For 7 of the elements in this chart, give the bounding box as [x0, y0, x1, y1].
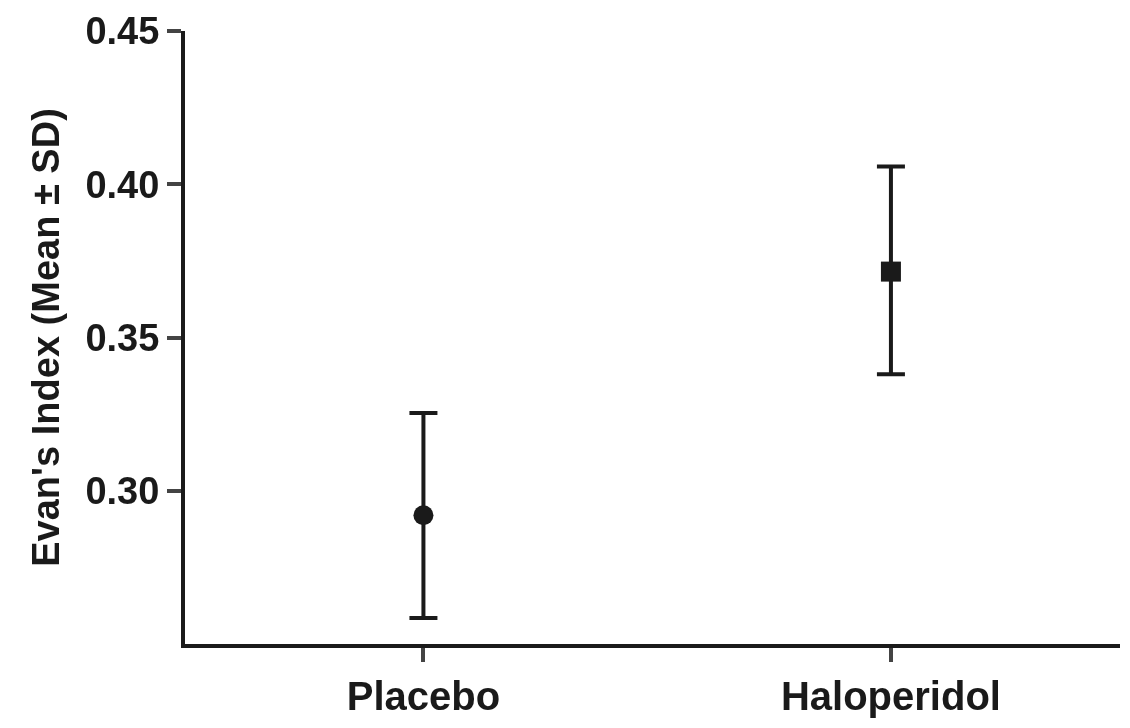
y-axis-title: Evan's Index (Mean ± SD) [25, 108, 68, 567]
y-tick-label: 0.40 [85, 163, 160, 206]
y-tick-label: 0.30 [85, 470, 160, 513]
y-tick-label: 0.45 [85, 10, 160, 53]
y-tick-label: 0.35 [85, 316, 160, 359]
x-tick-label: Placebo [346, 674, 501, 718]
x-tick-label: Haloperidol [780, 674, 1001, 718]
